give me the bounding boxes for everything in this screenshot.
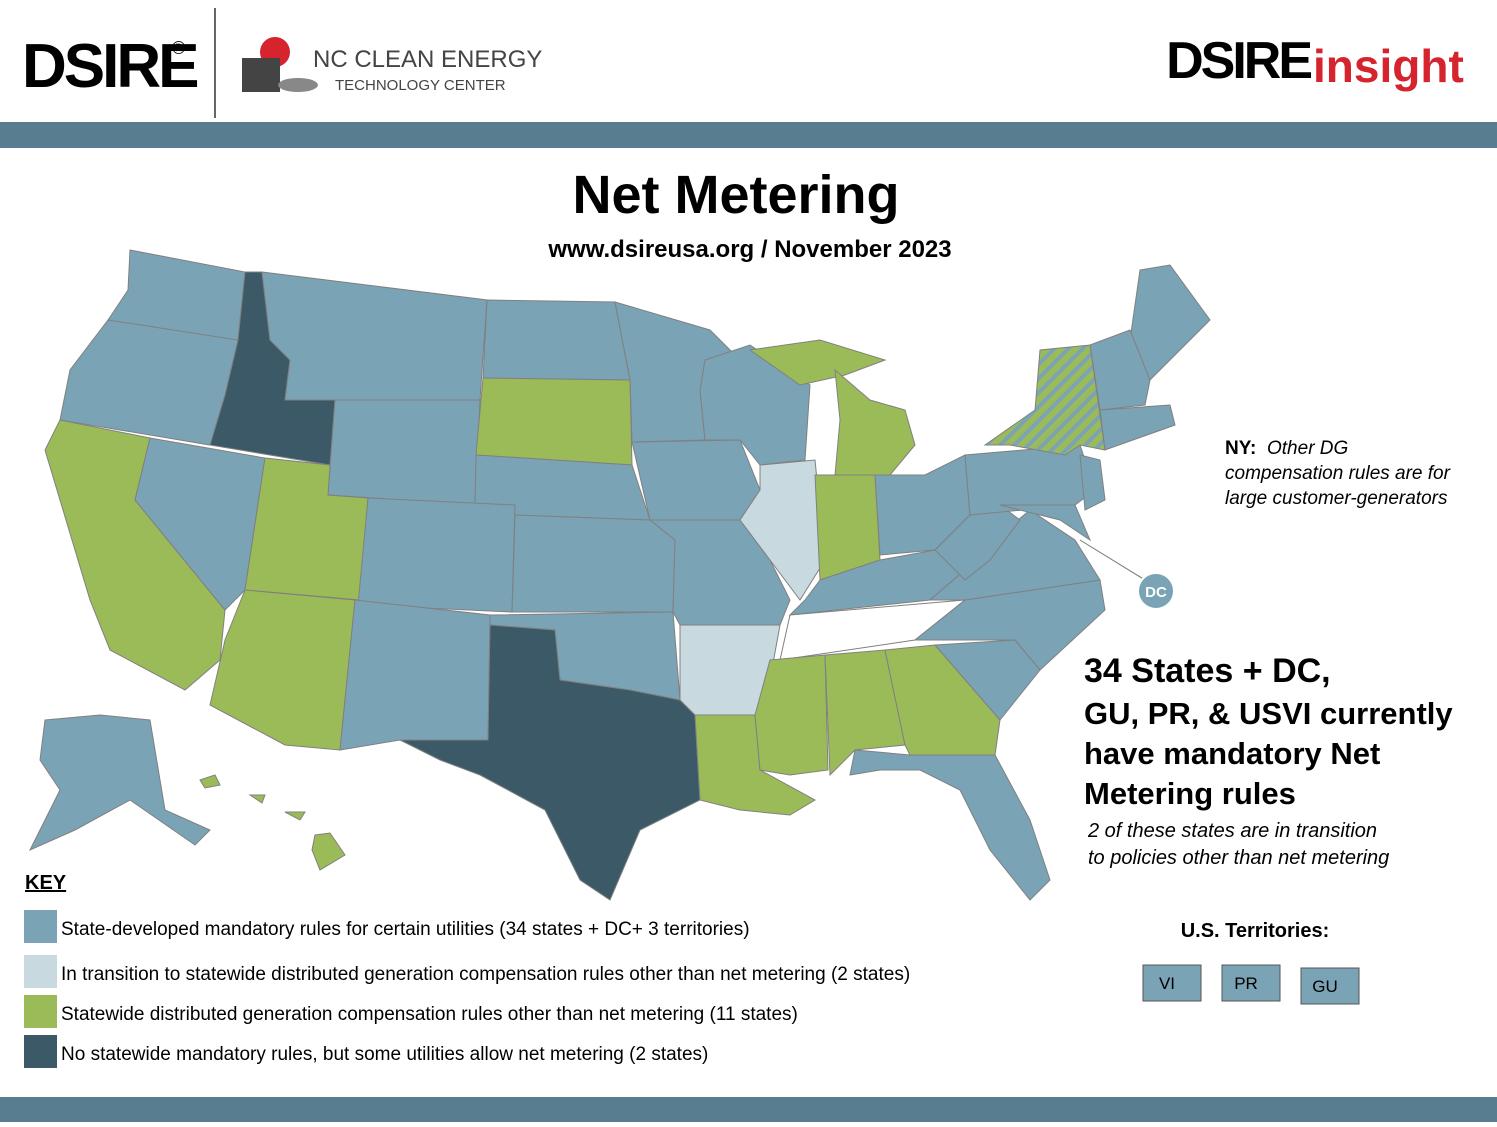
subnote: 2 of these states are in transition [1087,820,1377,842]
partner-icon [242,37,318,92]
territory-label: VI [1159,974,1175,993]
title: Net Metering [572,165,899,225]
headline: Metering rules [1084,776,1296,811]
registered: ® [172,38,185,58]
territory-box [1142,964,1202,1002]
territory-box [1221,964,1281,1002]
partner-line: NC CLEAN ENERGY [313,46,542,73]
key-swatch [24,910,57,943]
brand-left: DSIRE [1166,32,1311,90]
territories: VI PR GU [1142,964,1360,1005]
bottom-band [0,1097,1497,1122]
key: State-developed mandatory rules for cert… [24,910,910,1068]
subtitle: www.dsireusa.org / November 2023 [547,236,951,263]
dc-leader [1079,539,1146,581]
headline: have mandatory Net [1084,736,1380,771]
header: DSIRE ® NC CLEAN ENERGY TECHNOLOGY CENTE… [22,8,1464,118]
headline: 34 States + DC, [1084,652,1331,690]
key-swatch [24,955,57,988]
logo: DSIRE [22,32,197,101]
ny-note-label: NY: [1225,438,1256,459]
territory-label: GU [1312,977,1338,996]
key-swatch [24,995,57,1028]
territory-box [1300,967,1360,1005]
key-label: No statewide mandatory rules, but some u… [61,1044,708,1065]
brand-right: insight [1313,40,1464,92]
key-title: KEY [25,872,67,894]
top-band [0,122,1497,148]
key-swatch [24,1035,57,1068]
dc-label: DC [1145,584,1167,601]
territory-label: PR [1234,974,1258,993]
dc-marker [1137,572,1175,610]
territories-title: U.S. Territories: [1181,920,1330,942]
key-label: Statewide distributed generation compens… [61,1004,798,1025]
us-map [28,249,1211,901]
ny-note: large customer-generators [1225,488,1448,509]
ny-note: compensation rules are for [1225,463,1451,484]
ny-note: Other DG [1267,438,1348,459]
key-label: State-developed mandatory rules for cert… [61,919,750,940]
key-label: In transition to statewide distributed g… [61,964,910,985]
headline: GU, PR, & USVI currently [1084,696,1453,731]
partner-line: TECHNOLOGY CENTER [335,77,506,94]
subnote: to policies other than net metering [1088,847,1389,869]
